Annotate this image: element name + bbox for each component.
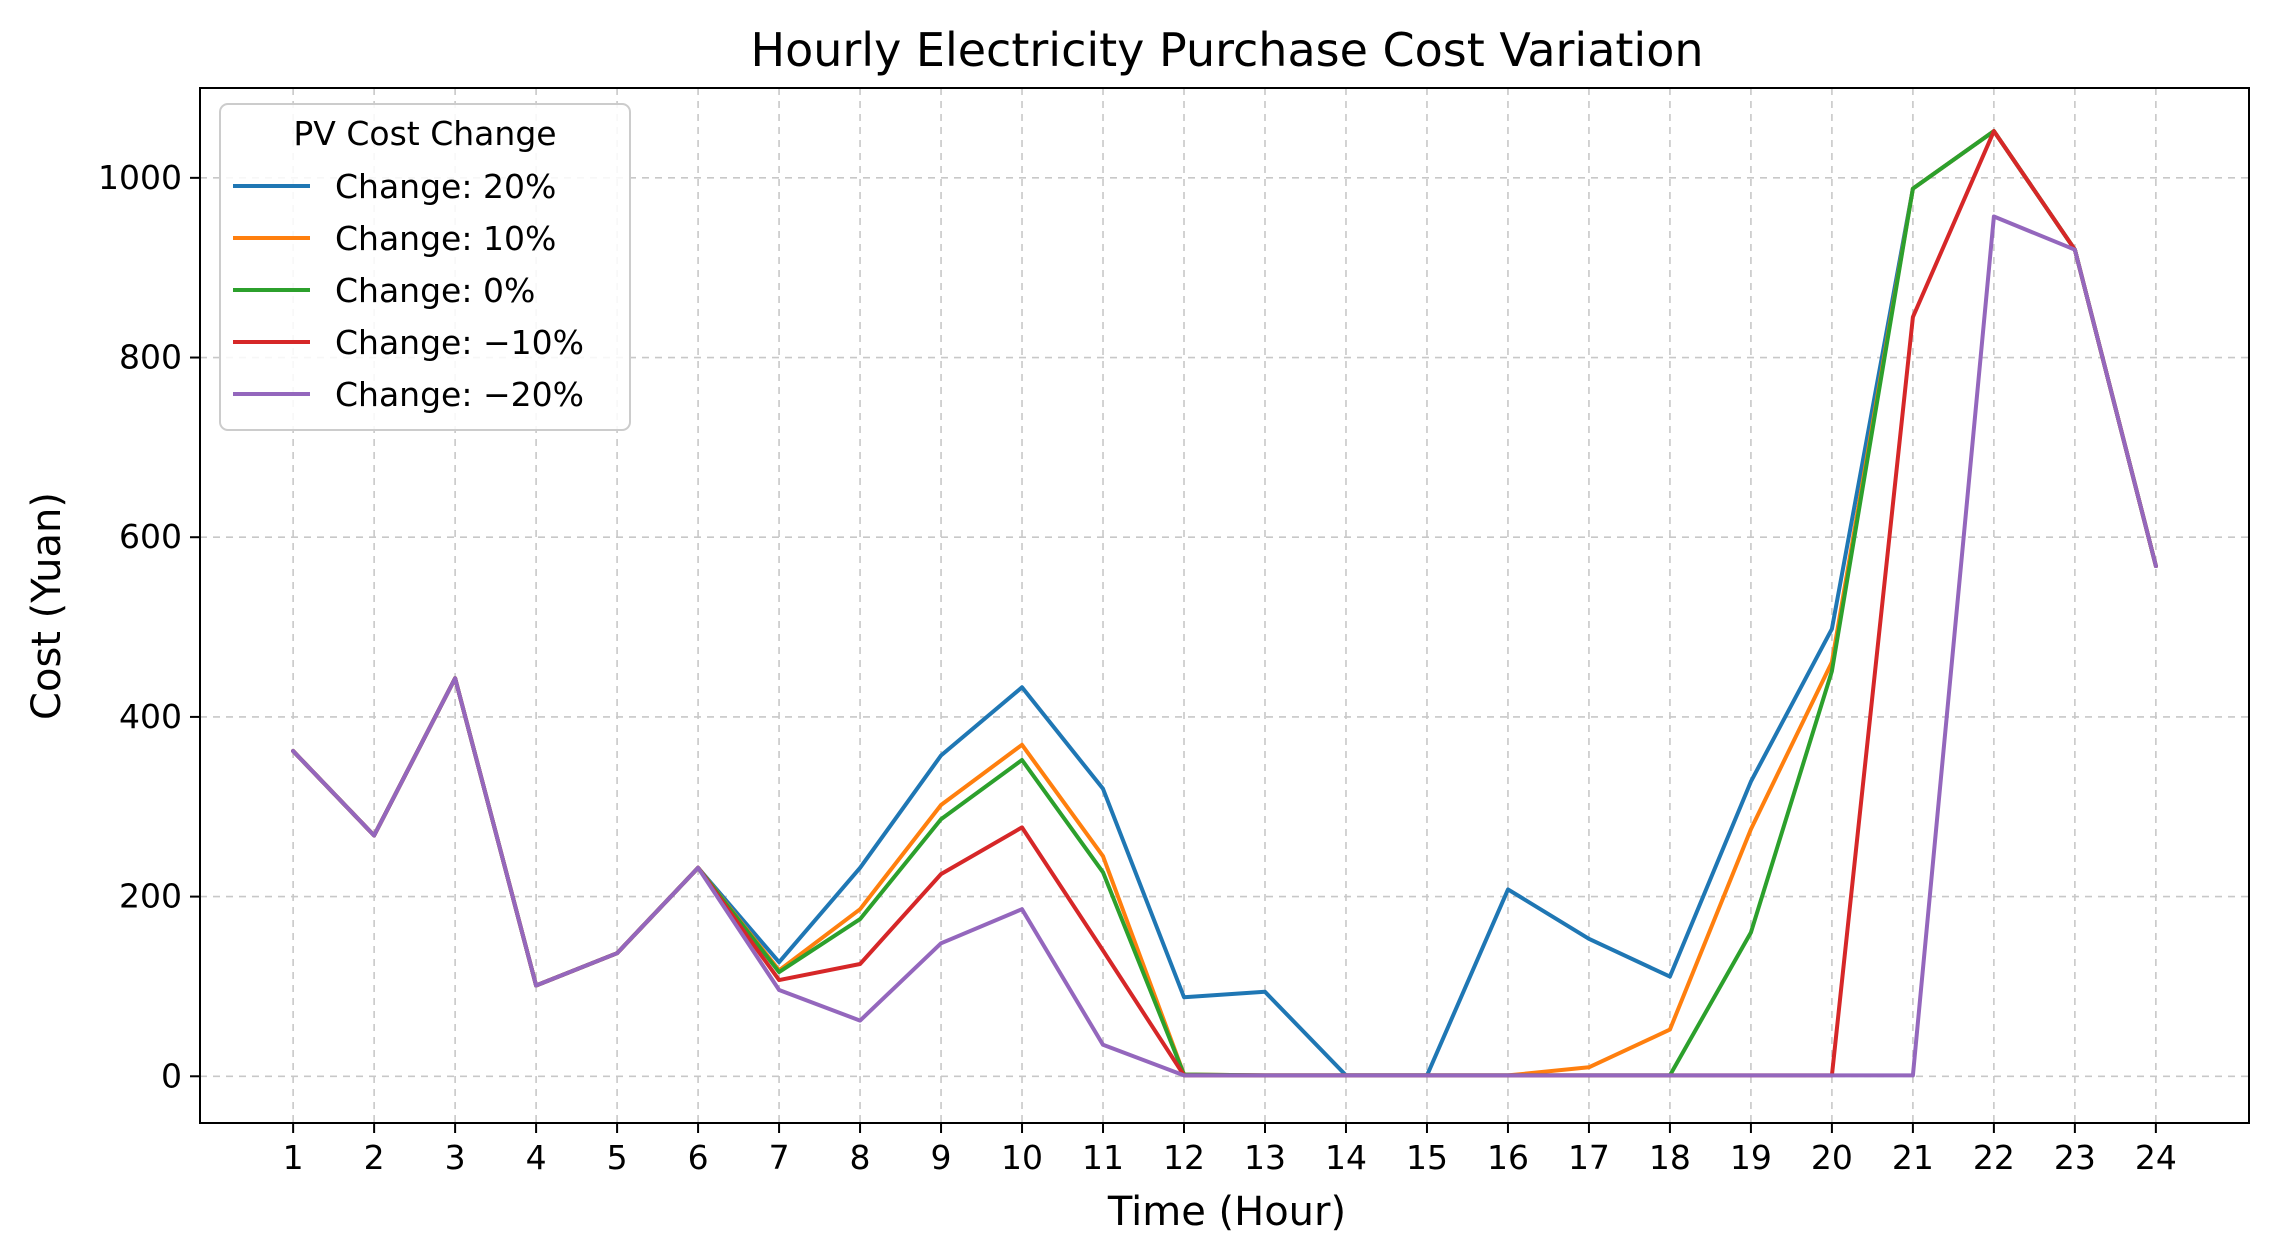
x-tick-label: 9 bbox=[931, 1138, 952, 1177]
x-tick-label: 19 bbox=[1730, 1138, 1772, 1177]
legend-entries: Change: 20% Change: 10% Change: 0% Change: … bbox=[233, 167, 584, 414]
legend-label: Change: 20% bbox=[335, 167, 556, 206]
y-tick-label: 0 bbox=[161, 1056, 182, 1095]
legend-label: Change: 0% bbox=[335, 271, 535, 310]
x-tick-label: 24 bbox=[2135, 1138, 2177, 1177]
x-tick-label: 8 bbox=[850, 1138, 871, 1177]
y-tick-label: 200 bbox=[119, 877, 182, 916]
x-axis-ticks: 1 2 3 4 5 6 7 8 9 10 11 12 13 14 15 16 17 18 19 20 21 22 23 24 bbox=[283, 1123, 2177, 1177]
chart-title: Hourly Electricity Purchase Cost Variati… bbox=[750, 23, 1703, 77]
x-axis-label: Time (Hour) bbox=[1107, 1189, 1346, 1235]
x-tick-label: 18 bbox=[1649, 1138, 1691, 1177]
x-tick-label: 6 bbox=[688, 1138, 709, 1177]
legend-label: Change: −20% bbox=[335, 375, 584, 414]
plot-area-frame bbox=[199, 87, 2250, 1124]
x-tick-label: 16 bbox=[1487, 1138, 1529, 1177]
x-tick-label: 17 bbox=[1568, 1138, 1610, 1177]
y-tick-label: 800 bbox=[119, 338, 182, 377]
y-axis-ticks: 0 200 400 600 800 1000 bbox=[98, 158, 200, 1095]
x-tick-label: 7 bbox=[769, 1138, 790, 1177]
legend-label: Change: 10% bbox=[335, 219, 556, 258]
x-tick-label: 2 bbox=[364, 1138, 385, 1177]
legend: PV Cost Change Change: 20%Change: 10%Cha… bbox=[219, 103, 631, 431]
x-tick-label: 10 bbox=[1001, 1138, 1043, 1177]
y-axis-label: Cost (Yuan) bbox=[24, 492, 70, 720]
x-tick-label: 5 bbox=[607, 1138, 628, 1177]
x-tick-label: 21 bbox=[1892, 1138, 1934, 1177]
x-tick-label: 22 bbox=[1973, 1138, 2015, 1177]
series-lines bbox=[291, 129, 2158, 1078]
x-tick-label: 13 bbox=[1244, 1138, 1286, 1177]
x-tick-label: 14 bbox=[1325, 1138, 1367, 1177]
x-tick-label: 15 bbox=[1406, 1138, 1448, 1177]
x-tick-label: 3 bbox=[445, 1138, 466, 1177]
x-tick-label: 4 bbox=[526, 1138, 547, 1177]
legend-label: Change: −10% bbox=[335, 323, 584, 362]
legend-frame bbox=[219, 103, 631, 431]
x-tick-label: 23 bbox=[2054, 1138, 2096, 1177]
y-tick-label: 1000 bbox=[98, 158, 182, 197]
x-tick-label: 20 bbox=[1811, 1138, 1853, 1177]
x-tick-label: 1 bbox=[283, 1138, 304, 1177]
y-tick-label: 400 bbox=[119, 697, 182, 736]
series-line-4 bbox=[291, 214, 2158, 1078]
y-tick-label: 600 bbox=[119, 517, 182, 556]
legend-title: PV Cost Change bbox=[293, 114, 556, 153]
x-tick-label: 12 bbox=[1163, 1138, 1205, 1177]
x-tick-label: 11 bbox=[1082, 1138, 1124, 1177]
